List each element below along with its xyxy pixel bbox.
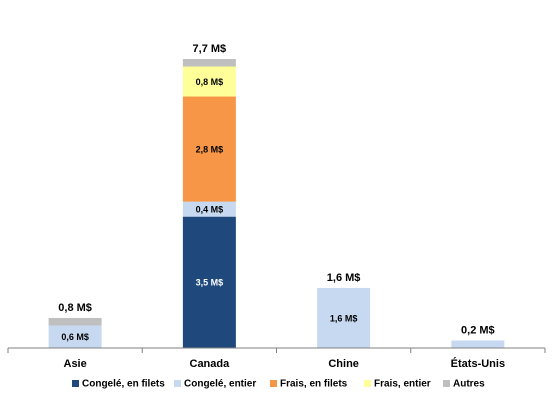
bar-segment [182,216,236,348]
legend-label: Frais, entier [374,379,431,390]
x-tick-label: Chine [328,358,359,370]
value-label: 2,8 M$ [196,144,224,154]
x-tick-label: États-Unis [451,357,505,370]
bar-segment [48,325,102,348]
value-label: 1,6 M$ [330,313,358,323]
legend-label: Autres [453,379,485,390]
value-label: 3,5 M$ [196,278,224,288]
value-label: 0,6 M$ [61,332,89,342]
value-label: 0,4 M$ [196,205,224,215]
bar-segment [182,201,236,217]
legend-swatch [174,380,181,387]
bar-segment [317,287,371,348]
x-tick-label: Canada [190,358,231,370]
bar-segment [182,66,236,97]
total-label: 7,7 M$ [193,43,227,55]
bar-segment [48,317,102,326]
legend-label: Frais, en filets [280,379,348,390]
bar-segment [182,96,236,202]
total-label: 1,6 M$ [327,272,361,284]
legend-swatch [443,380,450,387]
legend-label: Congelé, en filets [82,379,165,390]
legend-swatch [364,380,371,387]
value-label: 0,8 M$ [196,77,224,87]
bar-segment [182,59,236,67]
x-tick-label: Asie [64,358,87,370]
legend-label: Congelé, entier [184,379,256,390]
legend-swatch [270,380,277,387]
total-label: 0,8 M$ [58,302,92,314]
total-label: 0,2 M$ [461,324,495,336]
legend-swatch [72,380,79,387]
bar-segment [451,340,505,348]
